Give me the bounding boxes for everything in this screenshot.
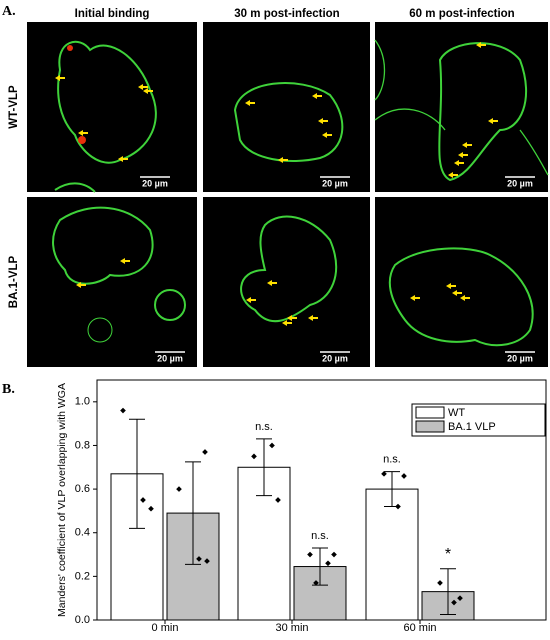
annotation: n.s. [255, 421, 273, 433]
column-header: Initial binding [75, 8, 150, 20]
y-tick-label: 0.0 [75, 614, 90, 626]
annotation: n.s. [383, 454, 401, 466]
data-point [202, 449, 208, 455]
scale-bar-label: 20 µm [322, 353, 348, 363]
data-point [140, 497, 146, 503]
error-bar [440, 568, 456, 616]
scale-bar-label: 20 µm [142, 178, 168, 188]
data-point [395, 503, 401, 510]
legend-swatch [415, 420, 445, 433]
data-point [148, 505, 154, 512]
y-axis-label: Manders' coefficient of VLP overlapping … [56, 383, 68, 617]
legend-label: WT [448, 407, 465, 419]
error-bar [185, 461, 201, 565]
y-tick-label: 0.4 [75, 527, 90, 539]
data-point [451, 599, 457, 606]
y-tick-label: 1.0 [75, 396, 90, 408]
x-tick-label: 60 min [403, 622, 436, 634]
scale-bar-label: 20 µm [322, 178, 348, 188]
error-bar [256, 438, 272, 497]
column-header: 60 m post-infection [409, 8, 514, 20]
error-bar [129, 418, 145, 529]
scale-bar-label: 20 µm [507, 353, 533, 363]
error-bar [312, 547, 328, 586]
data-point [401, 473, 407, 479]
legend-swatch [415, 406, 445, 419]
data-point [204, 558, 210, 564]
data-point [196, 556, 202, 562]
data-point [325, 560, 331, 567]
y-tick-label: 0.8 [75, 439, 90, 451]
x-tick-label: 0 min [152, 622, 179, 634]
data-point [251, 453, 257, 460]
scale-bar-label: 20 µm [157, 353, 183, 363]
annotation: n.s. [311, 530, 329, 542]
legend-label: BA.1 VLP [448, 421, 496, 433]
x-tick-label: 30 min [275, 622, 308, 634]
data-point [275, 497, 281, 503]
data-point [307, 551, 313, 558]
micrographs [27, 22, 549, 367]
data-point [437, 580, 443, 586]
y-tick-label: 0.2 [75, 570, 90, 582]
bar [365, 488, 419, 621]
y-tick-label: 0.6 [75, 483, 90, 495]
scale-bar-label: 20 µm [507, 178, 533, 188]
data-point [331, 551, 337, 558]
row-label: BA.1-VLP [8, 255, 20, 308]
panel-label: B. [2, 382, 15, 397]
data-point [313, 580, 319, 586]
row-label: WT-VLP [8, 85, 20, 129]
data-point [457, 595, 463, 602]
data-point [120, 407, 126, 414]
annotation: * [445, 546, 451, 563]
panel-label: A. [2, 4, 16, 19]
data-point [176, 486, 182, 492]
column-header: 30 m post-infection [234, 8, 339, 20]
data-point [381, 470, 387, 477]
data-point [269, 442, 275, 449]
